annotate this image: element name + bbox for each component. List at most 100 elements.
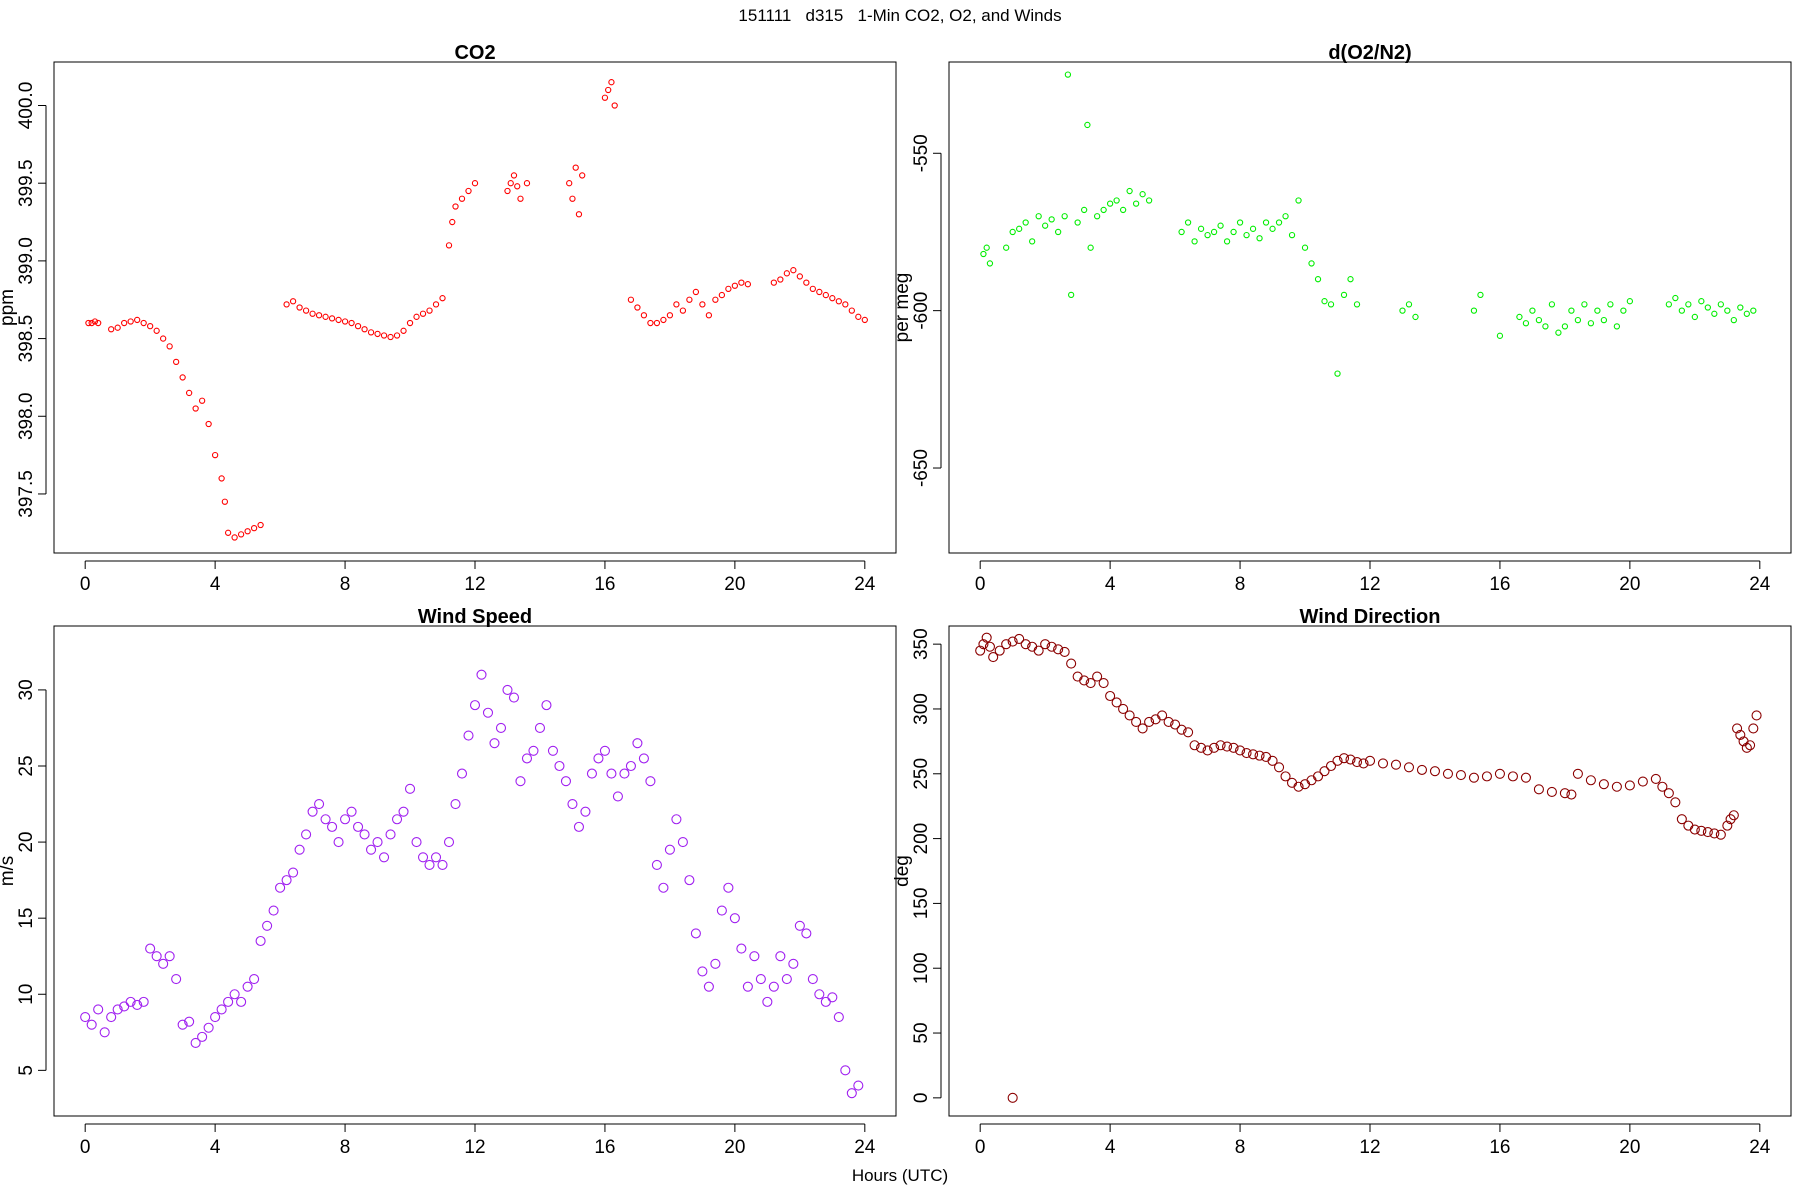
wind-direction-data-point — [1163, 716, 1174, 727]
wind-speed-data-point — [437, 859, 448, 870]
wind-speed-data-point — [327, 821, 338, 832]
wind-direction-data-point — [1235, 745, 1246, 756]
wind-direction-data-point — [1572, 768, 1583, 779]
co2-data-point — [465, 187, 472, 195]
co2-y-tick-label: 398.0 — [16, 392, 37, 440]
co2-data-point — [244, 528, 251, 535]
d-o2-n2-data-point — [1054, 228, 1062, 236]
wind-direction-panel: Wind Direction 0 4 8 12 16 20 24 0 50 100 150 200 250… — [892, 606, 1792, 1158]
wind-direction-data-point — [988, 652, 999, 663]
co2-data-point — [777, 276, 784, 283]
wind-direction-data-point — [1702, 827, 1713, 838]
d-o2-n2-data-point — [1295, 197, 1302, 204]
wind-direction-data-point — [1170, 719, 1181, 730]
co2-y-tick-label: 397.5 — [16, 470, 37, 518]
wind-direction-data-point — [984, 641, 995, 652]
wind-direction-data-point — [1079, 675, 1090, 686]
d-o2-n2-y-tick-label: -550 — [911, 134, 932, 172]
d-o2-n2-data-point — [1529, 307, 1536, 314]
wind-speed-data-point — [184, 1016, 195, 1027]
wind-direction-data-point — [1325, 760, 1337, 772]
wind-direction-data-point — [1338, 753, 1350, 764]
d-o2-n2-y-axis-label: per meg — [892, 273, 913, 343]
co2-data-point — [566, 180, 573, 187]
wind-speed-chart-title: Wind Speed — [418, 606, 532, 628]
co2-data-point — [153, 327, 160, 334]
co2-data-point — [653, 319, 661, 327]
wind-speed-data-point — [255, 935, 266, 947]
d-o2-n2-data-point — [1223, 238, 1231, 245]
wind-speed-data-point — [294, 844, 305, 855]
co2-data-point — [224, 529, 232, 536]
wind-speed-data-point — [645, 776, 656, 787]
wind-speed-data-point — [547, 745, 559, 756]
d-o2-n2-data-point — [1561, 323, 1569, 330]
co2-data-point — [517, 195, 524, 202]
d-o2-n2-data-point — [1275, 219, 1283, 226]
co2-data-point — [283, 301, 290, 308]
wind-speed-data-point — [677, 837, 688, 848]
d-o2-n2-chart-title: d(O2/N2) — [1328, 42, 1411, 64]
wind-direction-data-point — [1014, 633, 1025, 645]
d-o2-n2-data-point — [1067, 291, 1075, 299]
wind-speed-data-point — [288, 867, 299, 878]
wind-direction-data-point — [1650, 773, 1661, 785]
wind-direction-y-tick-label: 200 — [911, 823, 932, 855]
wind-speed-data-point — [177, 1019, 188, 1030]
co2-data-point — [699, 301, 706, 308]
co2-data-point — [387, 333, 394, 341]
co2-data-point — [127, 318, 134, 325]
co2-data-point — [514, 183, 521, 190]
wind-direction-data-point — [1286, 777, 1298, 788]
wind-direction-data-point — [1546, 786, 1557, 797]
d-o2-n2-data-point — [1009, 228, 1016, 236]
co2-x-tick-label: 12 — [464, 574, 485, 595]
wind-speed-data-point — [495, 722, 507, 734]
wind-speed-data-point — [145, 943, 156, 954]
wind-speed-data-point — [521, 753, 533, 764]
wind-direction-data-point — [1559, 788, 1570, 799]
wind-direction-data-point — [1598, 779, 1609, 790]
co2-data-point — [289, 298, 297, 305]
d-o2-n2-data-point — [1003, 244, 1010, 251]
wind-direction-data-point — [1176, 724, 1187, 735]
page-title: 151111 d315 1-Min CO2, O2, and Winds — [738, 6, 1062, 25]
co2-data-point — [221, 498, 229, 505]
wind-direction-x-tick-label: 20 — [1619, 1137, 1640, 1158]
wind-speed-data-point — [430, 852, 442, 863]
wind-direction-data-point — [1722, 820, 1733, 831]
wind-speed-data-point — [716, 905, 727, 916]
co2-data-point — [738, 279, 745, 286]
wind-speed-data-point — [307, 806, 318, 817]
co2-data-point — [796, 273, 803, 280]
wind-speed-data-point — [404, 783, 416, 794]
co2-data-point — [406, 319, 414, 327]
wind-speed-data-point — [333, 837, 344, 848]
wind-speed-data-point — [612, 791, 623, 802]
d-o2-n2-x-tick-label: 4 — [1105, 574, 1116, 595]
wind-direction-data-point — [1131, 716, 1142, 727]
co2-data-point — [121, 319, 128, 327]
wind-speed-y-tick-label: 15 — [16, 908, 37, 929]
wind-direction-data-point — [1624, 780, 1635, 791]
co2-data-point — [439, 295, 446, 302]
co2-data-point — [185, 389, 193, 397]
d-o2-n2-data-point — [1256, 235, 1263, 242]
wind-speed-data-point — [340, 814, 351, 825]
co2-data-point — [640, 312, 648, 319]
d-o2-n2-data-point — [1347, 276, 1354, 283]
co2-data-point — [108, 326, 115, 333]
d-o2-n2-data-point — [1685, 301, 1692, 308]
wind-direction-data-point — [1098, 677, 1109, 689]
d-o2-n2-data-point — [1197, 225, 1205, 232]
wind-direction-data-point — [1481, 771, 1492, 782]
wind-speed-data-point — [762, 996, 773, 1007]
wind-direction-x-tick-label: 12 — [1359, 1137, 1380, 1158]
wind-speed-data-point — [151, 951, 162, 962]
wind-speed-data-point — [788, 958, 799, 969]
co2-data-point — [692, 288, 700, 296]
d-o2-n2-data-point — [1724, 307, 1731, 314]
co2-data-point — [367, 329, 375, 336]
co2-data-point — [85, 319, 92, 327]
wind-speed-data-point — [203, 1022, 214, 1033]
